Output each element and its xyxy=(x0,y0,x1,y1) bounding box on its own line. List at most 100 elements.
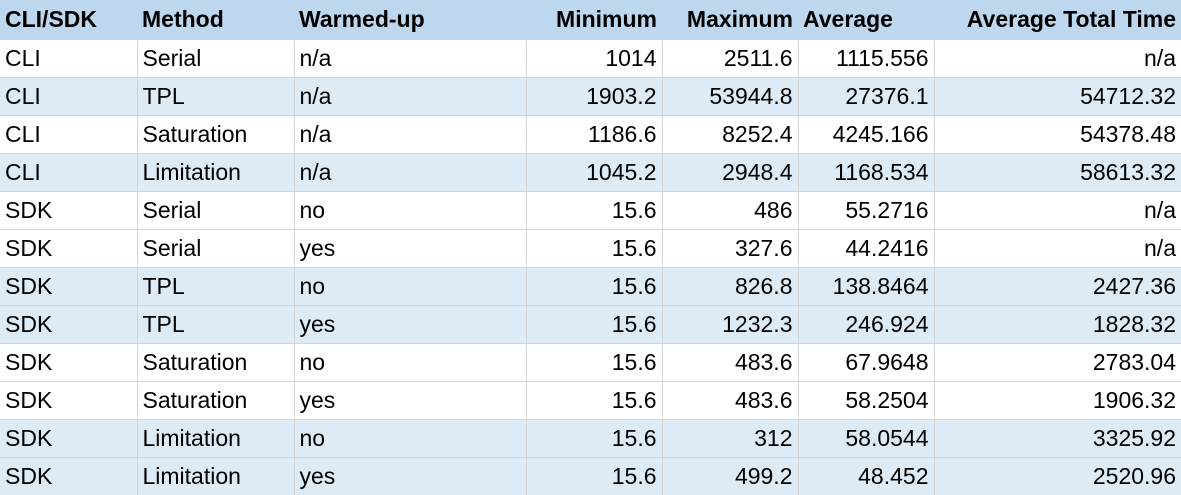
table-row: SDK TPL yes 15.6 1232.3 246.924 1828.32 xyxy=(0,304,1181,343)
cell-minimum: 15.6 xyxy=(525,418,662,457)
table-row: CLI Saturation n/a 1186.6 8252.4 4245.16… xyxy=(0,114,1181,153)
header-minimum: Minimum xyxy=(556,5,657,32)
table-row: SDK Limitation yes 15.6 499.2 48.452 252… xyxy=(0,456,1181,495)
cell-average-total-time: 54712.32 xyxy=(933,76,1181,115)
header-method: Method xyxy=(142,5,224,32)
cell-average-total-time: 2427.36 xyxy=(933,266,1181,305)
cell-method: Limitation xyxy=(136,456,294,495)
cell-average: 1168.534 xyxy=(797,152,934,191)
cell-minimum: 15.6 xyxy=(525,380,662,419)
cell-cli-sdk: CLI xyxy=(0,152,137,191)
cell-minimum: 15.6 xyxy=(525,190,662,229)
cell-cli-sdk: SDK xyxy=(0,228,137,267)
cell-warmed-up: no xyxy=(293,342,526,381)
cell-maximum: 483.6 xyxy=(661,342,798,381)
cell-average-total-time: 58613.32 xyxy=(933,152,1181,191)
cell-method: TPL xyxy=(136,266,294,305)
cell-method: TPL xyxy=(136,304,294,343)
cell-minimum: 15.6 xyxy=(525,304,662,343)
cell-cli-sdk: SDK xyxy=(0,342,137,381)
cell-maximum: 2948.4 xyxy=(661,152,798,191)
cell-average: 48.452 xyxy=(797,456,934,495)
cell-minimum: 15.6 xyxy=(525,266,662,305)
table-row: SDK Saturation no 15.6 483.6 67.9648 278… xyxy=(0,342,1181,381)
cell-method: TPL xyxy=(136,76,294,115)
cell-cli-sdk: CLI xyxy=(0,76,137,115)
cell-minimum: 15.6 xyxy=(525,342,662,381)
cell-warmed-up: yes xyxy=(293,456,526,495)
cell-warmed-up: n/a xyxy=(293,76,526,115)
cell-minimum: 15.6 xyxy=(525,228,662,267)
cell-maximum: 483.6 xyxy=(661,380,798,419)
cell-average: 44.2416 xyxy=(797,228,934,267)
cell-maximum: 8252.4 xyxy=(661,114,798,153)
header-average: Average xyxy=(803,5,893,32)
cell-cli-sdk: CLI xyxy=(0,38,137,77)
cell-warmed-up: no xyxy=(293,418,526,457)
cell-cli-sdk: SDK xyxy=(0,190,137,229)
cell-average-total-time: 1828.32 xyxy=(933,304,1181,343)
cell-minimum: 1014 xyxy=(525,38,662,77)
cell-maximum: 826.8 xyxy=(661,266,798,305)
cell-cli-sdk: CLI xyxy=(0,114,137,153)
cell-maximum: 486 xyxy=(661,190,798,229)
header-warmed-up: Warmed-up xyxy=(299,5,425,32)
cell-average: 1115.556 xyxy=(797,38,934,77)
header-average-total-time: Average Total Time xyxy=(966,5,1176,32)
cell-average: 67.9648 xyxy=(797,342,934,381)
table-header: CLI/SDK Method Warmed-up Minimum Maximum… xyxy=(0,0,1181,39)
cell-maximum: 327.6 xyxy=(661,228,798,267)
cell-minimum: 1903.2 xyxy=(525,76,662,115)
cell-warmed-up: n/a xyxy=(293,152,526,191)
header-maximum: Maximum xyxy=(686,5,793,32)
header-row: CLI/SDK Method Warmed-up Minimum Maximum… xyxy=(0,0,1181,39)
table-row: CLI Limitation n/a 1045.2 2948.4 1168.53… xyxy=(0,152,1181,191)
cell-average: 55.2716 xyxy=(797,190,934,229)
cell-average: 138.8464 xyxy=(797,266,934,305)
cell-method: Saturation xyxy=(136,342,294,381)
cell-method: Limitation xyxy=(136,418,294,457)
cell-maximum: 2511.6 xyxy=(661,38,798,77)
table-body: CLI Serial n/a 1014 2511.6 1115.556 n/a … xyxy=(0,38,1181,495)
table-row: SDK TPL no 15.6 826.8 138.8464 2427.36 xyxy=(0,266,1181,305)
cell-average: 4245.166 xyxy=(797,114,934,153)
cell-method: Saturation xyxy=(136,114,294,153)
cell-cli-sdk: SDK xyxy=(0,456,137,495)
cell-average-total-time: 2520.96 xyxy=(933,456,1181,495)
cell-average-total-time: 3325.92 xyxy=(933,418,1181,457)
cell-average-total-time: n/a xyxy=(933,228,1181,267)
cell-cli-sdk: SDK xyxy=(0,304,137,343)
cell-maximum: 312 xyxy=(661,418,798,457)
cell-cli-sdk: SDK xyxy=(0,266,137,305)
cell-cli-sdk: SDK xyxy=(0,380,137,419)
cell-warmed-up: yes xyxy=(293,228,526,267)
cell-maximum: 1232.3 xyxy=(661,304,798,343)
cell-maximum: 53944.8 xyxy=(661,76,798,115)
header-cli-sdk: CLI/SDK xyxy=(5,5,97,32)
cell-warmed-up: no xyxy=(293,190,526,229)
table-row: SDK Limitation no 15.6 312 58.0544 3325.… xyxy=(0,418,1181,457)
table-row: SDK Serial yes 15.6 327.6 44.2416 n/a xyxy=(0,228,1181,267)
cell-average: 58.0544 xyxy=(797,418,934,457)
cell-warmed-up: yes xyxy=(293,304,526,343)
cell-average-total-time: n/a xyxy=(933,38,1181,77)
cell-average-total-time: 2783.04 xyxy=(933,342,1181,381)
cell-average-total-time: 54378.48 xyxy=(933,114,1181,153)
cell-warmed-up: no xyxy=(293,266,526,305)
cell-maximum: 499.2 xyxy=(661,456,798,495)
cell-method: Saturation xyxy=(136,380,294,419)
cell-average: 246.924 xyxy=(797,304,934,343)
cell-cli-sdk: SDK xyxy=(0,418,137,457)
cell-average-total-time: 1906.32 xyxy=(933,380,1181,419)
cell-method: Serial xyxy=(136,228,294,267)
cell-warmed-up: n/a xyxy=(293,114,526,153)
table-row: SDK Saturation yes 15.6 483.6 58.2504 19… xyxy=(0,380,1181,419)
table-row: CLI Serial n/a 1014 2511.6 1115.556 n/a xyxy=(0,38,1181,77)
cell-average: 27376.1 xyxy=(797,76,934,115)
table-row: SDK Serial no 15.6 486 55.2716 n/a xyxy=(0,190,1181,229)
cell-warmed-up: n/a xyxy=(293,38,526,77)
cell-minimum: 1045.2 xyxy=(525,152,662,191)
cell-minimum: 1186.6 xyxy=(525,114,662,153)
cell-average-total-time: n/a xyxy=(933,190,1181,229)
